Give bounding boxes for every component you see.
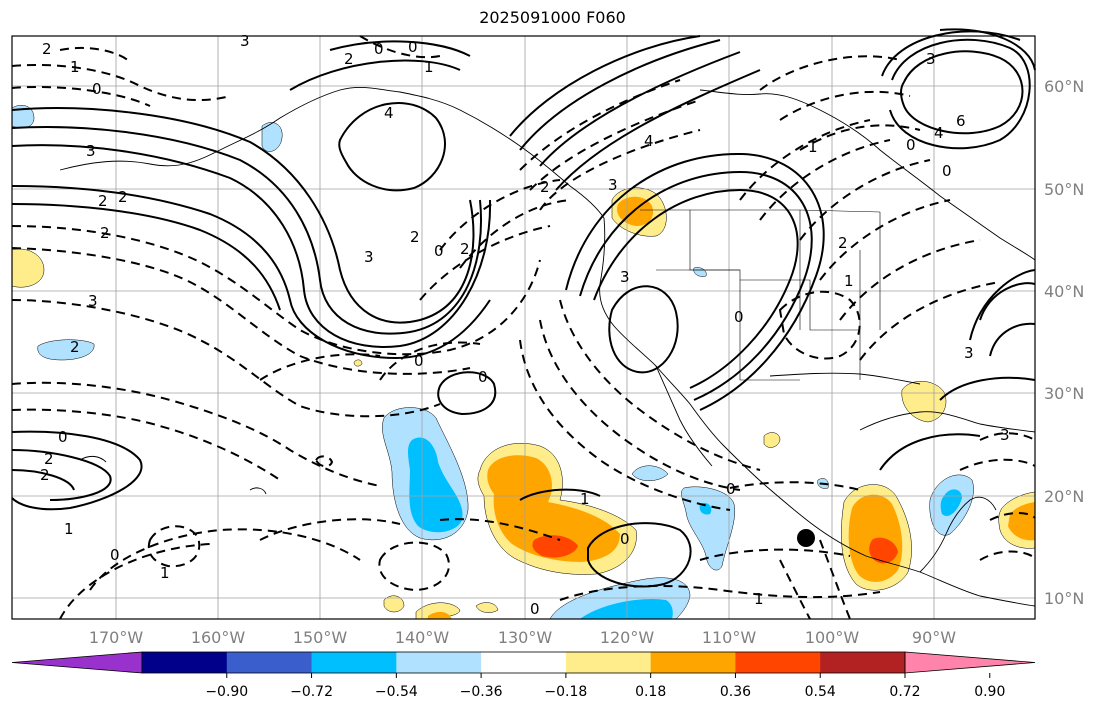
colorbar-segment bbox=[396, 652, 482, 673]
lon-label-170w: 170°W bbox=[89, 628, 144, 647]
contour-label: 2 bbox=[540, 178, 550, 196]
contour-label: 1 bbox=[64, 520, 74, 538]
latitude-labels: 60°N 50°N 40°N 30°N 20°N 10°N bbox=[1044, 77, 1084, 608]
contour-label: 2 bbox=[40, 466, 50, 484]
colorbar-tick-label: −0.18 bbox=[544, 684, 587, 700]
colorbar-segment bbox=[650, 652, 736, 673]
contour-label: 1 bbox=[424, 58, 434, 76]
dashed-contours bbox=[11, 35, 1036, 620]
colorbar-border bbox=[141, 651, 906, 674]
colorbar-segment bbox=[820, 652, 906, 673]
contour-label: 3 bbox=[88, 292, 98, 310]
contour-label: 0 bbox=[478, 368, 488, 386]
colorbar-tick-label: 0.36 bbox=[720, 684, 751, 700]
colorbar-extend-max bbox=[904, 651, 1036, 674]
colorbar-tick-label: 0.54 bbox=[805, 684, 836, 700]
state-borders bbox=[640, 209, 881, 381]
contour-label: 3 bbox=[86, 142, 96, 160]
lon-label-140w: 140°W bbox=[395, 628, 450, 647]
contour-label: 1 bbox=[844, 272, 854, 290]
lon-label-110w: 110°W bbox=[702, 628, 757, 647]
colorbar-tick-label: −0.90 bbox=[205, 684, 248, 700]
contour-label: 2 bbox=[410, 228, 420, 246]
colorbar-extend-min bbox=[11, 651, 143, 674]
lat-label-60n: 60°N bbox=[1044, 77, 1084, 96]
contour-label: 2 bbox=[344, 50, 354, 68]
contour-label: 0 bbox=[726, 480, 736, 498]
contour-label: 1 bbox=[754, 590, 764, 608]
contour-label: 0 bbox=[434, 242, 444, 260]
lon-label-160w: 160°W bbox=[191, 628, 246, 647]
contour-label: 4 bbox=[384, 104, 394, 122]
contour-label: 2 bbox=[838, 234, 848, 252]
lon-label-90w: 90°W bbox=[912, 628, 956, 647]
contour-label: 0 bbox=[110, 546, 120, 564]
location-marker bbox=[797, 529, 815, 547]
contour-label: 6 bbox=[956, 112, 966, 130]
contour-label: 3 bbox=[926, 50, 936, 68]
contour-label: 4 bbox=[934, 124, 944, 142]
contour-label: 3 bbox=[620, 268, 630, 286]
contour-label: 2 bbox=[98, 192, 108, 210]
contour-label: 2 bbox=[42, 40, 52, 58]
lat-label-30n: 30°N bbox=[1044, 384, 1084, 403]
contour-label: 3 bbox=[364, 248, 374, 266]
contour-label: 4 bbox=[644, 132, 654, 150]
lon-label-120w: 120°W bbox=[600, 628, 655, 647]
lon-label-150w: 150°W bbox=[293, 628, 348, 647]
colorbar-tick-label: −0.36 bbox=[460, 684, 503, 700]
colorbar-segment bbox=[142, 652, 228, 673]
contour-label: 3 bbox=[240, 32, 250, 50]
colorbar-tick-label: 0.90 bbox=[974, 684, 1005, 700]
contour-label: 3 bbox=[964, 344, 974, 362]
colorbar-tick-label: −0.72 bbox=[290, 684, 333, 700]
contour-label: 0 bbox=[408, 38, 418, 56]
contour-label: 2 bbox=[100, 224, 110, 242]
contour-label: 0 bbox=[374, 40, 384, 58]
contour-label: 0 bbox=[92, 80, 102, 98]
colorbar-segment bbox=[481, 652, 567, 673]
map-title: 2025091000 F060 bbox=[479, 8, 626, 27]
contour-label: 0 bbox=[414, 352, 424, 370]
graticule bbox=[12, 36, 1035, 619]
contour-label: 1 bbox=[580, 490, 590, 508]
colorbar-tick-label: 0.72 bbox=[889, 684, 920, 700]
colorbar-segment bbox=[565, 652, 652, 673]
lat-label-20n: 20°N bbox=[1044, 487, 1084, 506]
contour-label: 0 bbox=[734, 308, 744, 326]
colorbar-segment bbox=[226, 652, 313, 673]
lon-label-100w: 100°W bbox=[805, 628, 860, 647]
colorbar-segment bbox=[311, 652, 397, 673]
contour-label: 1 bbox=[70, 58, 80, 76]
map-frame bbox=[11, 35, 1036, 620]
negative-anomaly-shading bbox=[11, 105, 974, 620]
contour-label: 3 bbox=[1000, 426, 1010, 444]
colorbar-tick-label: 0.18 bbox=[635, 684, 666, 700]
lat-label-10n: 10°N bbox=[1044, 589, 1084, 608]
contour-label: 0 bbox=[530, 600, 540, 618]
lat-label-50n: 50°N bbox=[1044, 180, 1084, 199]
longitude-labels: 170°W 160°W 150°W 140°W 130°W 120°W 110°… bbox=[89, 628, 956, 647]
contour-label: 0 bbox=[942, 162, 952, 180]
colorbar: −0.90 −0.72 −0.54 −0.36 −0.18 0.18 0.36 0.54 0.7… bbox=[11, 651, 1036, 700]
lon-label-130w: 130°W bbox=[498, 628, 553, 647]
contour-label: 1 bbox=[160, 564, 170, 582]
contour-label: 2 bbox=[460, 240, 470, 258]
contour-label-group: 2 1 0 3 2 0 0 1 4 3 6 3 2 2 4 3 2 2 0 2 … bbox=[40, 32, 1010, 618]
lat-label-40n: 40°N bbox=[1044, 282, 1084, 301]
contour-label: 0 bbox=[620, 530, 630, 548]
contour-label: 2 bbox=[70, 338, 80, 356]
solid-contours bbox=[11, 28, 1036, 588]
colorbar-segment bbox=[735, 652, 821, 673]
contour-label: 0 bbox=[906, 136, 916, 154]
contour-label: 2 bbox=[118, 188, 128, 206]
contour-label: 0 bbox=[58, 428, 68, 446]
colorbar-tick-label: −0.54 bbox=[375, 684, 418, 700]
contour-label: 1 bbox=[808, 138, 818, 156]
contour-label: 2 bbox=[44, 450, 54, 468]
contour-label: 3 bbox=[608, 176, 618, 194]
